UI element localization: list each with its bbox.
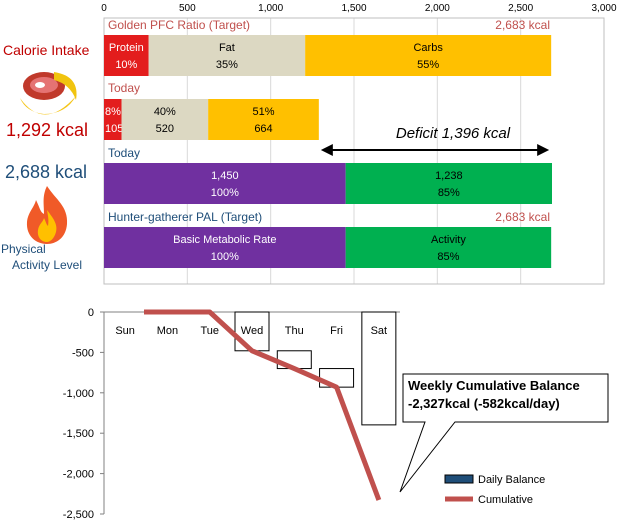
y-tick-label: -2,000 [63,469,94,481]
y-tick-label: -500 [72,347,94,359]
segment-label: 1,450 [211,170,239,182]
energy-balance-bar-chart: 0 500 1,000 1,500 2,000 2,500 3,000 Golden PFC … [101,3,617,285]
segment-label: 105 [105,123,123,135]
segment-label: 1,238 [435,170,463,182]
callout-box [399,373,609,493]
row-title: Golden PFC Ratio (Target) [108,18,250,32]
bar-segment [345,227,552,268]
activity-label-line1: Physical [1,242,46,256]
bar-segment [104,99,122,140]
deficit-arrow-left-head [320,144,333,156]
x-category-label: Wed [241,325,263,337]
x-tick-label: 2,500 [508,3,533,14]
y-tick-label: -2,500 [63,509,94,521]
deficit-annotation: Deficit 1,396 kcal [396,125,511,142]
legend-daily-swatch [444,474,474,484]
cumulative-line [144,309,382,501]
daily-balance-bar [234,311,270,352]
segment-label: Fat [219,42,235,54]
bar-segment [305,35,552,76]
row-total-label: 2,683 kcal [495,18,550,32]
legend-cumulative-label: Cumulative [478,494,533,506]
callout-line-1: Weekly Cumulative Balance [408,378,580,393]
x-category-label: Mon [157,325,178,337]
segment-label: 40% [154,106,176,118]
x-tick-label: 1,000 [258,3,283,14]
segment-label: 664 [254,123,272,135]
row-title: Today [108,146,140,160]
segment-label: 85% [437,251,459,263]
segment-label: 8% [105,106,121,118]
plot-frame [103,17,605,285]
legend-daily-label: Daily Balance [478,474,545,486]
x-category-label: Sat [371,325,388,337]
segment-label: 35% [216,59,238,71]
segment-label: 10% [115,59,137,71]
activity-label-line2: Activity Level [12,258,83,272]
x-category-label: Fri [330,325,343,337]
meal-icon [20,72,77,115]
segment-label: 51% [252,106,274,118]
segment-label: 100% [211,251,239,263]
segment-label: 100% [211,187,239,199]
row-title: Hunter-gatherer PAL (Target) [108,210,262,224]
x-tick-label: 500 [179,3,196,14]
segment-label: 85% [438,187,460,199]
x-tick-label: 0 [101,3,107,14]
segment-label: Carbs [413,42,443,54]
x-category-label: Thu [285,325,304,337]
flame-icon [26,186,68,244]
segment-label: Protein [109,42,144,54]
bar-segment [104,227,346,268]
intake-value: 1,292 kcal [6,120,89,140]
bar-segment [208,99,319,140]
bar-segment [345,163,552,204]
segment-label: 55% [417,59,439,71]
deficit-arrow-right-head [537,144,550,156]
x-tick-label: 1,500 [341,3,366,14]
row-title: Today [108,81,140,95]
y-tick-label: -1,500 [63,428,94,440]
segment-label: Basic Metabolic Rate [173,234,276,246]
x-tick-label: 2,000 [425,3,450,14]
bar-segment [148,35,306,76]
bar-segment [104,35,149,76]
bar-segment [121,99,209,140]
x-category-label: Tue [200,325,219,337]
bar-segment [104,163,346,204]
segment-label: 520 [156,123,174,135]
x-tick-label: 3,000 [591,3,616,14]
calorie-intake-label: Calorie Intake [3,42,90,58]
row-total-label: 2,683 kcal [495,210,550,224]
y-tick-label: 0 [88,307,94,319]
daily-balance-bar [361,311,397,426]
y-tick-label: -1,000 [63,388,94,400]
segment-label: Activity [431,234,466,246]
x-category-label: Sun [115,325,135,337]
callout-line-2: -2,327kcal (-582kcal/day) [408,396,560,411]
burn-value: 2,688 kcal [5,162,88,182]
